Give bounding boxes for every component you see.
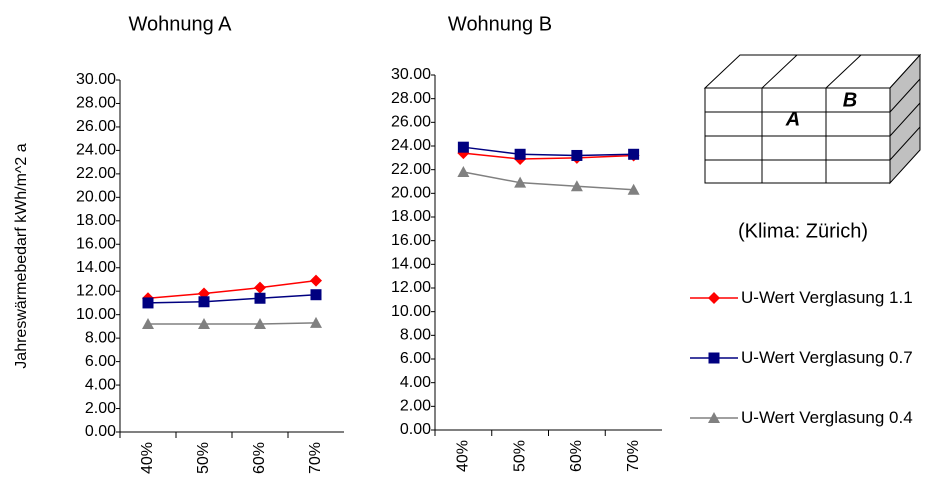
y-tick-label: 28.00 bbox=[391, 90, 431, 107]
y-tick-label: 24.00 bbox=[391, 137, 431, 154]
y-tick-label: 0.00 bbox=[400, 421, 431, 438]
y-tick-label: 0.00 bbox=[85, 423, 116, 440]
series-line bbox=[463, 172, 633, 190]
legend-label: U-Wert Verglasung 1.1 bbox=[741, 283, 925, 313]
series-line bbox=[463, 153, 633, 159]
x-tick-label: 40% bbox=[139, 442, 156, 474]
y-tick-label: 12.00 bbox=[76, 282, 116, 299]
y-tick-label: 30.00 bbox=[76, 71, 116, 88]
x-tick-label: 60% bbox=[251, 442, 268, 474]
y-tick-label: 10.00 bbox=[76, 306, 116, 323]
y-tick-label: 22.00 bbox=[391, 161, 431, 178]
x-tick-label: 70% bbox=[307, 442, 324, 474]
marker bbox=[311, 289, 322, 300]
diagram-label: B bbox=[843, 89, 857, 111]
series-line bbox=[148, 323, 316, 324]
legend-label: U-Wert Verglasung 0.4 bbox=[741, 403, 925, 433]
marker bbox=[143, 297, 154, 308]
building-diagram bbox=[705, 55, 920, 183]
y-tick-label: 28.00 bbox=[76, 95, 116, 112]
marker bbox=[254, 282, 266, 294]
marker bbox=[571, 150, 582, 161]
y-tick-label: 18.00 bbox=[391, 208, 431, 225]
y-axis-label: Jahreswärmebedarf kWh/m^2 a bbox=[13, 143, 30, 368]
y-tick-label: 24.00 bbox=[76, 142, 116, 159]
y-tick-label: 14.00 bbox=[76, 259, 116, 276]
x-tick-label: 60% bbox=[568, 440, 585, 472]
chart-title: Wohnung A bbox=[128, 13, 232, 35]
x-tick-label: 50% bbox=[195, 442, 212, 474]
y-tick-label: 4.00 bbox=[85, 376, 116, 393]
marker bbox=[515, 149, 526, 160]
marker bbox=[255, 293, 266, 304]
y-tick-label: 30.00 bbox=[391, 66, 431, 83]
marker bbox=[628, 149, 639, 160]
y-tick-label: 16.00 bbox=[76, 235, 116, 252]
y-tick-label: 10.00 bbox=[391, 303, 431, 320]
marker bbox=[457, 166, 469, 177]
y-tick-label: 8.00 bbox=[400, 327, 431, 344]
series-line bbox=[463, 147, 633, 155]
x-tick-label: 40% bbox=[455, 440, 472, 472]
y-tick-label: 18.00 bbox=[76, 212, 116, 229]
y-tick-label: 22.00 bbox=[76, 165, 116, 182]
y-tick-label: 26.00 bbox=[391, 114, 431, 131]
y-tick-label: 4.00 bbox=[400, 374, 431, 391]
page: A B (Klima: Zürich) Wohnung A Jahreswärme… bbox=[0, 0, 925, 493]
y-tick-label: 12.00 bbox=[391, 279, 431, 296]
y-tick-label: 2.00 bbox=[85, 400, 116, 417]
legend-label: U-Wert Verglasung 0.7 bbox=[741, 343, 925, 373]
marker bbox=[310, 275, 322, 287]
x-tick-label: 70% bbox=[625, 440, 642, 472]
marker bbox=[458, 142, 469, 153]
y-tick-label: 6.00 bbox=[85, 353, 116, 370]
chart-title: Wohnung B bbox=[448, 13, 552, 35]
diagram-caption: (Klima: Zürich) bbox=[738, 220, 868, 242]
y-tick-label: 20.00 bbox=[391, 185, 431, 202]
legend-marker bbox=[708, 292, 720, 304]
y-tick-label: 26.00 bbox=[76, 118, 116, 135]
x-tick-label: 50% bbox=[511, 440, 528, 472]
marker bbox=[199, 296, 210, 307]
y-tick-label: 6.00 bbox=[400, 350, 431, 367]
y-tick-label: 2.00 bbox=[400, 398, 431, 415]
diagram-label: A bbox=[785, 108, 800, 130]
y-tick-label: 8.00 bbox=[85, 329, 116, 346]
legend-marker bbox=[709, 353, 720, 364]
y-tick-label: 20.00 bbox=[76, 189, 116, 206]
y-tick-label: 14.00 bbox=[391, 256, 431, 273]
y-tick-label: 16.00 bbox=[391, 232, 431, 249]
